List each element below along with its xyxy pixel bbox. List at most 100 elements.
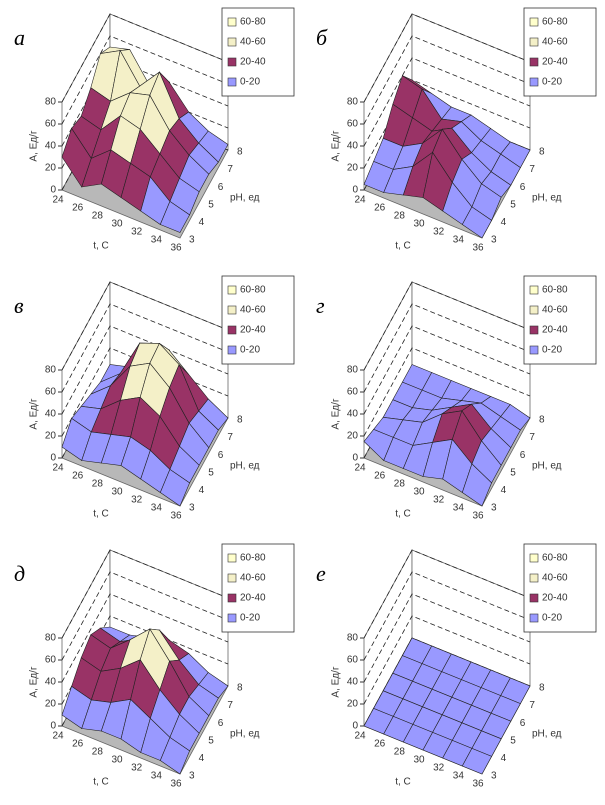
- grid-line: [61, 281, 229, 371]
- x-tick-label: 24: [52, 463, 64, 474]
- z-tick-label: 0: [352, 185, 358, 196]
- y-tick-label: 3: [491, 503, 497, 514]
- y-tick-label: 7: [529, 432, 535, 443]
- legend-label: 0-20: [542, 613, 562, 624]
- x-tick-label: 30: [413, 487, 425, 498]
- surface-patch: [461, 748, 493, 775]
- y-tick-label: 3: [491, 771, 497, 782]
- legend-label: 60-80: [240, 553, 266, 564]
- x-tick-label: 36: [472, 779, 484, 790]
- legend-label: 40-60: [542, 305, 568, 316]
- z-tick-label: 40: [347, 409, 359, 420]
- y-tick-label: 6: [218, 182, 224, 193]
- y-tick-label: 3: [189, 235, 195, 246]
- grid-line: [61, 549, 229, 639]
- x-tick-label: 34: [453, 771, 465, 782]
- legend-label: 40-60: [240, 305, 266, 316]
- y-tick-label: 6: [520, 450, 526, 461]
- legend: 60-80 40-60 20-40 0-20: [221, 7, 295, 97]
- legend-swatch: [227, 573, 237, 583]
- x-tick-label: 24: [52, 731, 64, 742]
- z-tick-label: 40: [45, 141, 57, 152]
- legend-swatch: [529, 553, 539, 563]
- legend-label: 0-20: [240, 345, 260, 356]
- z-tick-label: 80: [347, 633, 359, 644]
- z-tick-label: 40: [347, 141, 359, 152]
- legend-swatch: [227, 17, 237, 27]
- panel-letter: б: [316, 25, 328, 50]
- x-tick-label: 28: [92, 211, 104, 222]
- legend-label: 0-20: [240, 613, 260, 624]
- z-tick-label: 0: [50, 185, 56, 196]
- legend-label: 20-40: [542, 325, 568, 336]
- x-tick-label: 34: [151, 503, 163, 514]
- x-tick-label: 24: [354, 195, 366, 206]
- legend-label: 60-80: [542, 17, 568, 28]
- x-tick-label: 24: [354, 463, 366, 474]
- x-tick-label: 34: [453, 235, 465, 246]
- legend-label: 0-20: [542, 345, 562, 356]
- z-tick-label: 60: [45, 655, 57, 666]
- legend-swatch: [529, 345, 539, 355]
- grid-line: [363, 325, 531, 415]
- y-tick-label: 5: [208, 735, 214, 746]
- y-tick-label: 6: [218, 718, 224, 729]
- y-axis-label: pH, ед: [230, 193, 260, 204]
- z-tick-label: 40: [347, 677, 359, 688]
- legend-label: 20-40: [542, 57, 568, 68]
- grid-line: [363, 347, 531, 437]
- legend: 60-80 40-60 20-40 0-20: [523, 543, 597, 633]
- y-tick-label: 8: [539, 683, 545, 694]
- y-tick-label: 6: [218, 450, 224, 461]
- x-tick-label: 36: [170, 243, 182, 254]
- z-tick-label: 80: [45, 365, 57, 376]
- y-axis-label: pH, ед: [230, 729, 260, 740]
- y-axis-label: pH, ед: [532, 729, 562, 740]
- z-tick-label: 20: [347, 699, 359, 710]
- legend-swatch: [227, 593, 237, 603]
- y-tick-label: 5: [510, 467, 516, 478]
- grid-line: [61, 35, 229, 125]
- grid-line: [363, 13, 531, 103]
- x-tick-label: 28: [394, 479, 406, 490]
- x-tick-label: 30: [111, 487, 123, 498]
- legend-swatch: [227, 345, 237, 355]
- x-tick-label: 32: [131, 495, 143, 506]
- y-tick-label: 3: [491, 235, 497, 246]
- x-tick-label: 28: [394, 211, 406, 222]
- y-tick-label: 7: [227, 700, 233, 711]
- z-tick-label: 20: [45, 699, 57, 710]
- legend: 60-80 40-60 20-40 0-20: [523, 7, 597, 97]
- grid-line: [61, 303, 229, 393]
- legend: 60-80 40-60 20-40 0-20: [221, 543, 295, 633]
- x-tick-label: 36: [170, 779, 182, 790]
- legend-label: 60-80: [240, 17, 266, 28]
- z-axis-label: A, Ед/г: [331, 398, 342, 430]
- legend-swatch: [529, 37, 539, 47]
- x-tick-label: 30: [111, 219, 123, 230]
- legend-swatch: [227, 285, 237, 295]
- legend-label: 40-60: [542, 573, 568, 584]
- x-tick-label: 30: [413, 755, 425, 766]
- x-tick-label: 28: [394, 747, 406, 758]
- legend-label: 60-80: [542, 553, 568, 564]
- y-tick-label: 4: [199, 753, 205, 764]
- legend-swatch: [529, 57, 539, 67]
- legend-label: 60-80: [542, 285, 568, 296]
- legend-swatch: [227, 57, 237, 67]
- z-axis-label: A, Ед/г: [331, 130, 342, 162]
- legend-swatch: [227, 305, 237, 315]
- legend-swatch: [529, 77, 539, 87]
- y-tick-label: 3: [189, 771, 195, 782]
- legend-label: 0-20: [240, 77, 260, 88]
- z-tick-label: 20: [45, 431, 57, 442]
- y-tick-label: 8: [237, 683, 243, 694]
- z-tick-label: 0: [50, 721, 56, 732]
- x-tick-label: 32: [131, 763, 143, 774]
- x-tick-label: 28: [92, 479, 104, 490]
- legend-swatch: [529, 573, 539, 583]
